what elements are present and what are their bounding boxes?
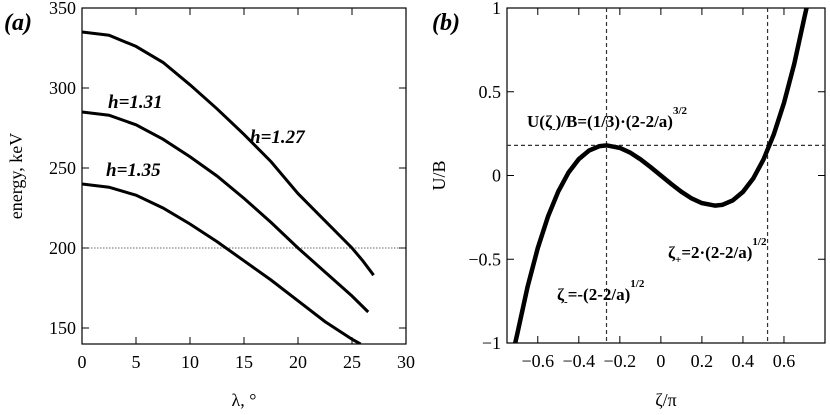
x-axis-label: ζ/π [655,390,677,410]
data-line [82,182,362,344]
x-tick-label: 20 [289,352,307,372]
annotation-part: U(ζ [527,112,553,131]
annotation-part: )/B=(1/3)·(2-2/a) [556,112,673,131]
y-tick-label: 1 [492,0,501,18]
y-tick-label: 0 [492,166,501,186]
y-tick-label: 200 [49,238,76,258]
annotation: ζ+=2·(2-2/a)1/2 [668,236,767,266]
panel-label: (b) [432,10,460,36]
y-tick-label: 300 [49,78,76,98]
series-label: h=1.31 [108,92,163,113]
annotation-part: =-(2-2/a) [568,285,631,304]
series-label: h=1.27 [250,127,306,148]
y-tick-label: 0.5 [479,82,502,102]
x-tick-label: 0.4 [732,351,755,371]
data-line [82,30,375,277]
x-tick-label: 10 [181,352,199,372]
data-line [82,110,370,314]
y-tick-label: 350 [49,0,76,18]
panel-label: (a) [4,10,32,36]
plot-frame [506,7,826,344]
annotation-part: - [552,123,556,135]
x-axis-label: λ, ° [232,390,257,410]
series-label: h=1.35 [106,160,161,181]
annotation-part: 1/2 [752,236,767,248]
annotation-part: + [675,254,681,266]
x-tick-label: −0.6 [521,351,554,371]
data-line [513,8,809,343]
annotation-part: 3/2 [673,105,688,117]
annotation-part: =2·(2-2/a) [681,243,752,262]
y-axis-label: U/B [429,160,449,190]
x-tick-label: 5 [132,352,141,372]
x-tick-label: 0.2 [691,351,714,371]
x-tick-label: −0.4 [562,351,595,371]
annotation: ζ-=-(2-2/a)1/2 [557,278,645,308]
x-tick-label: −0.2 [604,351,637,371]
annotation-part: ζ [557,285,565,304]
y-tick-label: 150 [49,318,76,338]
x-tick-label: 0 [656,351,665,371]
y-axis-label: energy, keV [6,133,26,219]
annotation-part: 1/2 [630,278,645,290]
annotation-part: - [564,296,568,308]
x-tick-label: 30 [397,352,415,372]
y-tick-label: −1 [482,333,501,353]
y-tick-label: 250 [49,158,76,178]
y-tick-label: −0.5 [468,249,501,269]
x-tick-label: 15 [235,352,253,372]
annotation: U(ζ-)/B=(1/3)·(2-2/a)3/2 [527,105,688,135]
annotation-part: ζ [668,243,676,262]
x-tick-label: 0.6 [773,351,796,371]
x-tick-label: 25 [343,352,361,372]
x-tick-label: 0 [78,352,87,372]
